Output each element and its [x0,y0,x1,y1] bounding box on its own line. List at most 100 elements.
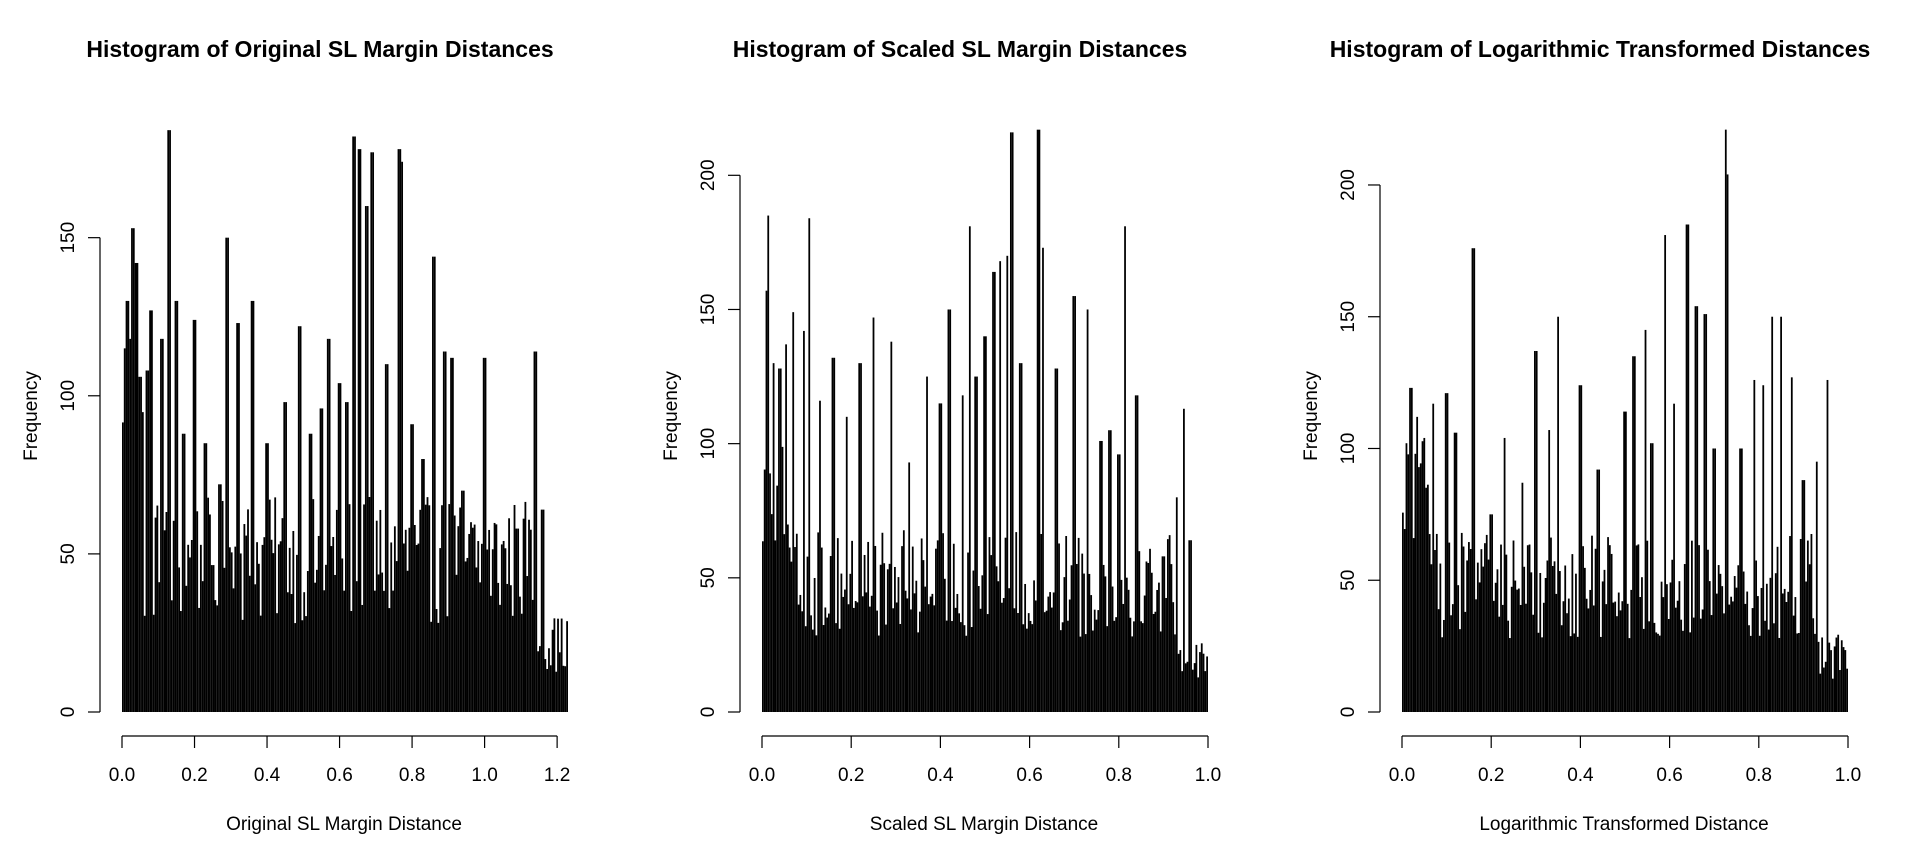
histogram-bar [1826,379,1829,712]
histogram-bar [1569,636,1572,712]
histogram-bar [1186,661,1189,712]
histogram-bar [328,338,331,712]
histogram-bar [804,626,807,712]
histogram-bar [555,671,558,712]
histogram-bar [1122,603,1125,712]
histogram-bar [852,607,855,712]
histogram-bar [308,433,311,712]
histogram-bar [1719,573,1722,712]
histogram-bar [886,569,889,712]
histogram-bar [904,590,907,712]
histogram-bar [1492,600,1495,712]
histogram-bar [1671,559,1674,712]
x-tick-label: 0.8 [399,765,425,786]
histogram-bar [1596,469,1599,712]
histogram-bar [1512,540,1515,712]
histogram-bar [1737,565,1740,712]
histogram-bar [1086,309,1089,712]
histogram-bar [257,563,260,712]
histogram-bar [187,544,190,712]
histogram-bar [1409,387,1411,712]
histogram-bar [395,561,398,712]
histogram-bar [1141,623,1144,712]
histogram-bar [486,549,489,712]
x-tick-label: 0.2 [1478,765,1504,786]
y-tick-label: 100 [58,380,79,412]
histogram-bar [446,616,449,712]
histogram-bar [1067,620,1069,712]
histogram-bar [1001,602,1003,712]
x-tick-label: 0.4 [254,765,281,786]
histogram-bar [1414,453,1417,712]
histogram-bar [929,596,932,712]
x-axis-label: Scaled SL Margin Distance [869,814,1099,835]
histogram-bar [1526,545,1529,712]
histogram-bar [1764,620,1766,712]
histogram-bar [1100,440,1103,712]
histogram-bar [1746,591,1749,712]
histogram-bar [1049,592,1051,712]
histogram-bar [517,528,520,712]
histogram-bar [872,317,875,712]
histogram-bar [1441,637,1444,712]
histogram-bar [1425,487,1427,712]
histogram-bar [286,592,289,712]
histogram-bar [203,443,206,712]
histogram-bar [462,490,465,712]
histogram-bar [897,577,900,712]
histogram-bar [785,344,787,712]
histogram-bar [1567,598,1570,712]
histogram-bar [141,412,144,712]
histogram-bar [1639,597,1642,712]
histogram-bar [209,514,211,712]
histogram-bar [1585,598,1588,712]
histogram-bar [1657,633,1659,712]
x-axis: 0.0 0.2 0.4 0.6 0.8 1.0 1.2 [109,735,570,786]
histogram-bar [1052,592,1055,712]
histogram-bar [1418,467,1420,712]
histogram-bar [544,659,547,712]
histogram-bar [221,500,224,712]
histogram-bar [339,383,342,712]
histogram-bar [432,256,434,712]
histogram-bar [1776,546,1779,712]
histogram-bar [1036,129,1039,712]
histogram-bar [1124,226,1126,713]
histogram-bar [1712,448,1715,712]
histogram-bar [902,530,905,712]
histogram-bar [366,206,369,713]
histogram-bar [1651,443,1654,712]
histogram-bar [1637,544,1640,712]
histogram-bar [1464,611,1467,712]
histogram-bar [167,130,170,712]
histogram-bar [247,509,249,712]
x-tick-label: 1.0 [1835,765,1861,786]
histogram-bar [513,504,516,712]
histogram-bar [1616,616,1618,712]
histogram-bar [381,572,384,712]
histogram-bar [1810,534,1813,712]
histogram-bar [1694,306,1697,712]
histogram-bar [1805,581,1807,712]
histogram-bar [325,564,327,712]
histogram-bar [1204,671,1207,712]
histogram-bar [949,309,952,712]
histogram-bar [1509,638,1511,712]
histogram-bar [236,323,239,712]
histogram-bar [1437,609,1440,712]
histogram-bar [833,357,836,712]
histogram-bar [1450,615,1452,712]
histogram-bar [1633,356,1636,712]
histogram-bar [1691,540,1693,712]
histogram-bar [386,364,389,712]
histogram-bar [1823,667,1825,712]
x-axis: 0.0 0.2 0.4 0.6 0.8 1.0 [1389,735,1861,786]
histogram-bar [1571,554,1574,712]
histogram-bar [1550,537,1552,712]
histogram-bar [223,567,226,712]
histogram-bar [526,576,529,712]
histogram-bar [1528,544,1531,712]
histogram-bar [1669,582,1672,712]
histogram-bar [1175,497,1178,712]
histogram-bar [1735,587,1738,712]
